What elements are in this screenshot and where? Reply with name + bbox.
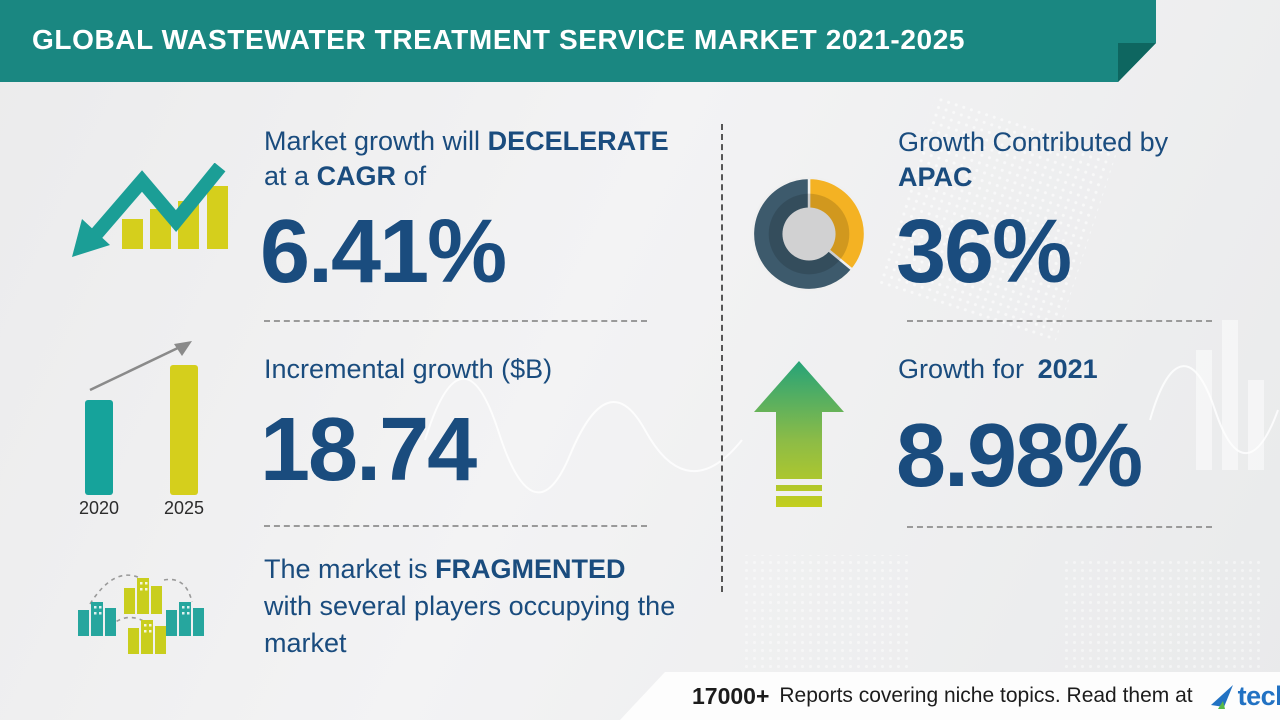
bar-icon-year-right: 2025 [164, 498, 204, 518]
cagr-line2-suffix: of [403, 161, 427, 191]
header-banner: GLOBAL WASTEWATER TREATMENT SERVICE MARK… [0, 0, 1156, 82]
technavio-arrow-icon [1210, 684, 1233, 709]
separator-right-1 [907, 320, 1212, 322]
column-divider [721, 124, 723, 592]
footer-message: Reports covering niche topics. Read them… [779, 684, 1193, 707]
apac-donut-chart-icon [751, 176, 867, 292]
cagr-line1-text: Market growth will [264, 126, 481, 156]
growth-2021-headline: Growth for 2021 [898, 352, 1098, 387]
cagr-headline: Market growth will DECELERATE at a CAGR … [264, 124, 669, 194]
cagr-value: 6.41% [260, 202, 507, 302]
banner-fold-decoration [1118, 43, 1156, 82]
bar-icon-year-left: 2020 [79, 498, 119, 518]
cagr-line2-prefix: at a [264, 161, 310, 191]
bar-growth-icon: 2020 2025 [79, 341, 204, 518]
growth-2021-label: Growth for [898, 354, 1025, 384]
apac-headline: Growth Contributed by APAC [898, 125, 1168, 195]
apac-region-label: APAC [898, 162, 973, 192]
incremental-growth-value: 18.74 [260, 400, 477, 500]
declining-trend-chart-icon [72, 163, 228, 257]
fragmented-line1-text: The market is [264, 554, 428, 584]
page-title: GLOBAL WASTEWATER TREATMENT SERVICE MARK… [32, 24, 966, 55]
incremental-growth-label: Incremental growth ($B) [264, 354, 553, 384]
fragmented-label: FRAGMENTED [435, 554, 626, 584]
fragmented-line3: market [264, 628, 347, 658]
growth-2021-year: 2021 [1037, 354, 1098, 384]
separator-left-1 [264, 320, 647, 322]
cagr-acronym: CAGR [316, 161, 397, 191]
reports-count: 17000+ [692, 682, 770, 709]
brand-tech: tech [1237, 680, 1280, 711]
growth-up-arrow-icon [754, 361, 844, 507]
cagr-decelerate-label: DECELERATE [487, 126, 669, 156]
footer-bar: 17000+ Reports covering niche topics. Re… [620, 672, 1280, 720]
growth-2021-value: 8.98% [896, 406, 1143, 506]
apac-line1: Growth Contributed by [898, 127, 1169, 157]
technavio-logo: tech navio ™ [1209, 680, 1280, 711]
separator-right-2 [907, 526, 1212, 528]
separator-left-2 [264, 525, 647, 527]
fragmented-buildings-icon [78, 574, 204, 654]
apac-share-value: 36% [896, 202, 1072, 302]
fragmented-line2: with several players occupying the [264, 591, 676, 621]
fragmented-headline: The market is FRAGMENTED with several pl… [264, 551, 675, 662]
